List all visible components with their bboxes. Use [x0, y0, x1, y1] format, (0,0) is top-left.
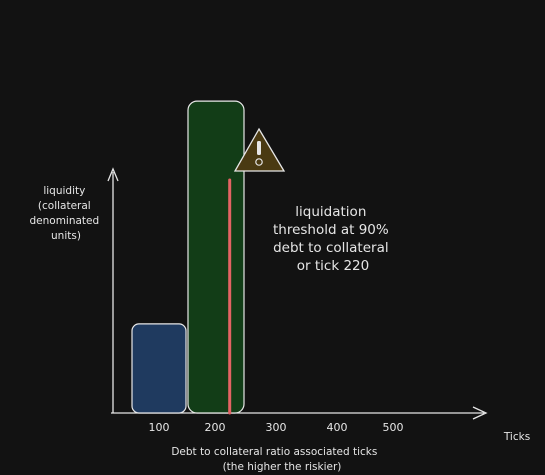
annotation-line-1: liquidation — [295, 204, 366, 220]
x-tick-100: 100 — [149, 421, 170, 434]
x-tick-300: 300 — [266, 421, 287, 434]
bar-tick-100 — [131, 323, 187, 414]
annotation-line-3: debt to collateral — [273, 240, 389, 256]
y-axis-label: liquidity (collateral denominated units) — [29, 185, 102, 242]
x-axis-name: Ticks — [503, 431, 530, 443]
annotation-line-4: or tick 220 — [297, 258, 369, 274]
x-tick-500: 500 — [383, 421, 404, 434]
x-tick-200: 200 — [205, 421, 226, 434]
y-axis-label-line-4: units) — [51, 230, 81, 242]
annotation-line-2: threshold at 90% — [273, 222, 389, 238]
warning-icon — [233, 127, 286, 172]
y-axis-arrowhead — [107, 167, 119, 182]
y-axis-label-line-3: denominated — [29, 215, 99, 227]
threshold-annotation: liquidation threshold at 90% debt to col… — [273, 204, 393, 274]
x-axis-label-line-2: (the higher the riskier) — [223, 461, 342, 473]
x-axis-label: Debt to collateral ratio associated tick… — [171, 446, 380, 473]
y-axis-label-line-2: (collateral — [38, 200, 91, 212]
y-axis-label-line-1: liquidity — [43, 185, 85, 197]
bar-tick-200 — [187, 100, 245, 414]
x-axis-label-line-1: Debt to collateral ratio associated tick… — [171, 446, 377, 458]
x-tick-400: 400 — [327, 421, 348, 434]
x-axis-arrowhead — [472, 406, 488, 420]
